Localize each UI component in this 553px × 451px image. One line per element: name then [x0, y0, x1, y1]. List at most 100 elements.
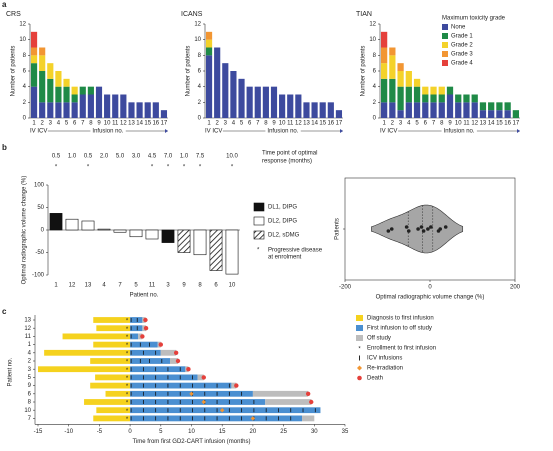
bar-segment	[30, 47, 38, 56]
enrolment-star: *	[126, 368, 129, 374]
legend-swatch	[253, 230, 265, 240]
x-tick-label: 10	[455, 121, 462, 127]
legend-swatch	[442, 33, 448, 39]
x-tick-label: 2	[41, 121, 45, 127]
y-tick-label: 2	[198, 100, 202, 106]
bar-segment	[380, 63, 388, 79]
x-tick-label: 10	[104, 121, 111, 127]
bar-segment	[405, 71, 412, 87]
y-axis-label: Number of patients	[186, 46, 192, 97]
on-study-bar	[130, 399, 266, 405]
x-tick-label: 6	[73, 121, 77, 127]
bar	[145, 229, 159, 240]
panel-label: a	[2, 0, 7, 9]
x-axis-label: Infusion no.	[267, 129, 298, 135]
x-tick-label: 3	[399, 121, 403, 127]
x-tick-label: 7	[118, 283, 122, 289]
diagnosis-bar	[44, 349, 131, 356]
x-tick-label: 3	[224, 121, 228, 127]
y-tick-label: 6	[373, 69, 377, 75]
bar-segment	[389, 78, 396, 103]
bar-segment	[380, 31, 388, 48]
bar-segment	[71, 102, 78, 118]
y-tick-label: 10	[19, 37, 26, 43]
bar-segment	[238, 78, 245, 118]
point	[443, 225, 448, 229]
diagnosis-bar	[90, 382, 131, 389]
bar-segment	[30, 86, 38, 118]
bar-segment	[380, 102, 388, 118]
diagnosis-bar	[93, 415, 131, 422]
x-tick-label: 0	[128, 429, 132, 435]
y-tick-label: 3	[28, 367, 32, 373]
bar-segment	[455, 102, 462, 118]
y-tick-label: 9	[28, 383, 32, 389]
bar-segment	[455, 94, 462, 103]
on-study-bar	[130, 415, 303, 422]
point	[416, 227, 420, 231]
x-tick-label: 15	[144, 121, 151, 127]
y-tick-label: 50	[37, 205, 44, 211]
legend-label: Grade 2	[451, 43, 473, 49]
x-tick-label: 9	[182, 283, 186, 289]
response-time: 1.0	[68, 154, 77, 160]
point	[386, 229, 391, 233]
point	[421, 229, 426, 233]
x-tick-label: 3	[166, 283, 170, 289]
bar-segment	[397, 110, 404, 118]
bar-segment	[230, 71, 237, 118]
response-time: 2.0	[100, 154, 109, 160]
bar-segment	[87, 94, 94, 118]
bar-segment	[463, 102, 470, 118]
x-tick-label: 35	[342, 429, 349, 435]
bar-segment	[311, 102, 318, 118]
bar-segment	[128, 102, 135, 118]
bar	[49, 213, 63, 231]
x-tick-label: 11	[463, 121, 470, 127]
on-study-bar	[130, 333, 139, 340]
y-tick-label: 4	[23, 84, 27, 90]
y-tick-label: 6	[28, 391, 32, 397]
bar-segment	[413, 78, 421, 87]
x-tick-label: 17	[513, 121, 520, 127]
legend-label: Progressive disease	[268, 248, 323, 254]
response-time: 3.0	[132, 154, 141, 160]
response-time: 4.5	[148, 154, 157, 160]
y-tick-label: 0	[41, 228, 45, 234]
legend-label: DL2, sDMG	[268, 233, 300, 239]
bar-segment	[430, 86, 437, 95]
bar-segment	[488, 110, 495, 118]
bar-segment	[47, 102, 54, 118]
death	[186, 367, 191, 372]
bar-segment	[71, 94, 78, 103]
y-tick-label: 6	[198, 69, 202, 75]
x-tick-label: 7	[256, 121, 260, 127]
bar-segment	[479, 102, 487, 111]
bar-segment	[446, 86, 454, 95]
response-time: 5.0	[116, 154, 125, 160]
bar-segment	[136, 102, 143, 118]
bar-segment	[335, 110, 343, 118]
on-study-bar	[130, 374, 198, 381]
bar-segment	[295, 94, 302, 118]
x-tick-label: -10	[64, 429, 73, 435]
death	[158, 342, 163, 347]
bar-segment	[39, 102, 46, 118]
diagnosis-bar	[93, 341, 131, 348]
enrolment-star: *	[126, 335, 129, 341]
legend-swatch	[253, 216, 265, 226]
response-time: 0.5	[52, 154, 61, 160]
x-tick-label: 1	[382, 121, 386, 127]
bar-segment	[389, 47, 396, 56]
y-tick-label: 4	[373, 84, 377, 90]
bar-segment	[463, 94, 470, 103]
legend-label: None	[451, 25, 466, 31]
legend-swatch	[442, 60, 448, 66]
x-tick-label: 2	[216, 121, 220, 127]
x-sublabel: IV ICV	[30, 129, 47, 135]
x-tick-label: 11	[287, 121, 294, 127]
x-tick-label: 0	[428, 285, 432, 291]
legend-swatch	[356, 315, 363, 321]
bar-segment	[397, 63, 404, 71]
